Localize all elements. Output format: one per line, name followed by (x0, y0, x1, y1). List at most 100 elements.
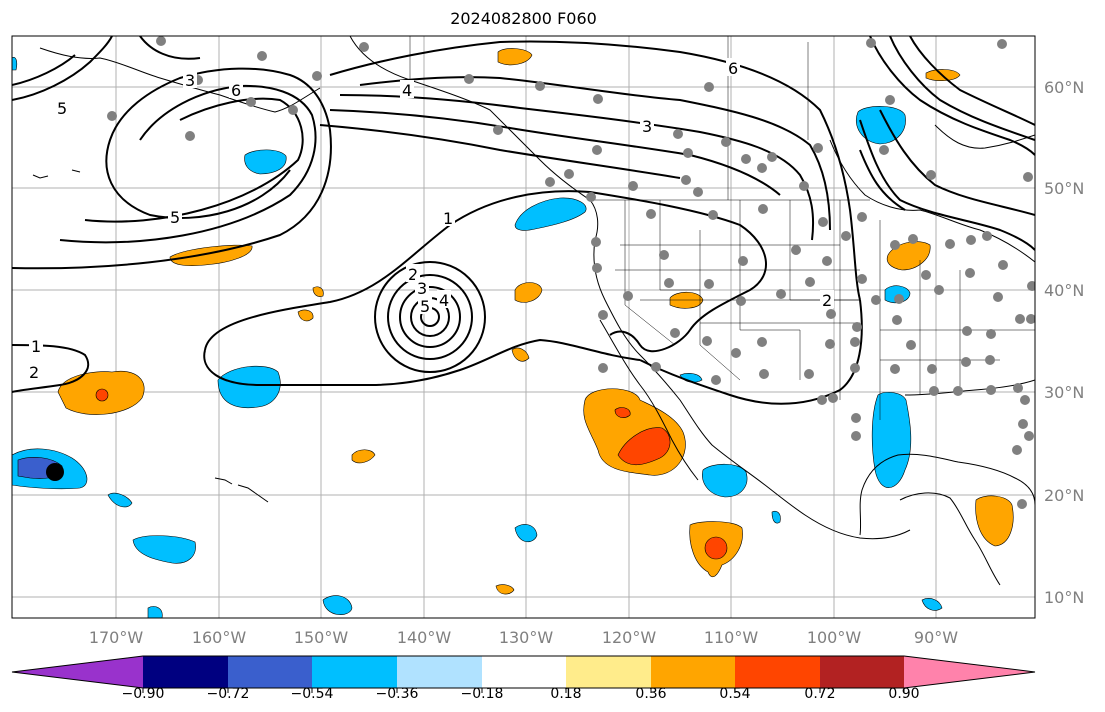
colorbar-tick-label: −0.36 (376, 686, 419, 702)
station-marker (921, 270, 931, 280)
contour-label: 1 (443, 209, 453, 228)
station-marker (998, 260, 1008, 270)
station-marker (804, 369, 814, 379)
station-marker (1027, 281, 1035, 291)
negative-anomaly-region (514, 197, 587, 231)
station-marker (704, 82, 714, 92)
longitude-label: 150°W (294, 628, 349, 647)
colorbar-swatch (228, 656, 312, 688)
station-marker (908, 234, 918, 244)
contour-label: 5 (170, 208, 180, 227)
contour-label: 5 (420, 297, 430, 316)
station-marker (894, 294, 904, 304)
station-marker (852, 322, 862, 332)
latitude-label: 40°N (1044, 281, 1084, 300)
negative-anomaly-region (871, 391, 912, 488)
station-marker (1017, 499, 1027, 509)
station-marker (586, 192, 596, 202)
map-title: 2024082800 F060 (450, 9, 597, 28)
station-marker (1015, 314, 1025, 324)
station-marker (312, 71, 322, 81)
longitude-label: 140°W (397, 628, 452, 647)
colorbar-tick-label: −0.90 (122, 686, 165, 702)
contour-label: 6 (728, 59, 738, 78)
positive-anomaly-region (511, 347, 530, 362)
latitude-label: 50°N (1044, 179, 1084, 198)
station-marker (664, 278, 674, 288)
longitude-label: 110°W (704, 628, 759, 647)
station-marker (892, 315, 902, 325)
station-marker (288, 105, 298, 115)
station-marker (628, 181, 638, 191)
station-marker (545, 177, 555, 187)
station-marker (651, 362, 661, 372)
strong-positive-anomaly-region (614, 407, 631, 419)
contour-label: 6 (231, 81, 241, 100)
station-marker (759, 369, 769, 379)
station-marker (813, 143, 823, 153)
station-marker (791, 245, 801, 255)
colorbar-tick-label: 0.72 (804, 686, 835, 702)
colorbar-swatch (566, 656, 651, 688)
colorbar-tick-label: 0.90 (888, 686, 919, 702)
station-marker (741, 154, 751, 164)
latitude-label: 20°N (1044, 486, 1084, 505)
station-marker (997, 39, 1007, 49)
station-marker (986, 385, 996, 395)
station-marker (885, 95, 895, 105)
colorbar-swatch (143, 656, 228, 688)
station-marker (185, 131, 195, 141)
station-marker (673, 129, 683, 139)
station-marker (926, 170, 936, 180)
latitude-label: 60°N (1044, 78, 1084, 97)
latitude-tick-labels: 60°N 50°N 40°N 30°N 20°N 10°N (1044, 78, 1084, 607)
station-marker (871, 295, 881, 305)
positive-anomaly-region (669, 291, 704, 309)
positive-anomaly-region (514, 282, 543, 303)
station-marker (591, 237, 601, 247)
station-marker (757, 337, 767, 347)
station-marker (851, 413, 861, 423)
contour-label: 5 (57, 99, 67, 118)
station-marker (535, 81, 545, 91)
longitude-label: 160°W (192, 628, 247, 647)
station-marker (841, 231, 851, 241)
station-marker (593, 94, 603, 104)
longitude-label: 130°W (499, 628, 554, 647)
colorbar-swatch (735, 656, 820, 688)
strong-positive-anomaly-region (95, 388, 109, 402)
longitude-label: 170°W (89, 628, 144, 647)
positive-anomaly-region (297, 309, 314, 322)
station-marker (929, 386, 939, 396)
station-marker (828, 393, 838, 403)
colorbar-tick-label: −0.54 (291, 686, 334, 702)
negative-anomaly-region (921, 598, 943, 611)
negative-anomaly-region (514, 524, 538, 542)
longitude-label: 120°W (602, 628, 657, 647)
station-marker (1018, 419, 1028, 429)
negative-anomaly-region (217, 365, 281, 408)
storm-center-marker (46, 463, 64, 481)
positive-anomaly-region (497, 48, 533, 66)
station-markers (107, 36, 1035, 509)
positive-anomaly-region (495, 584, 515, 595)
station-marker (962, 326, 972, 336)
station-marker (961, 357, 971, 367)
contour-label: 3 (417, 279, 427, 298)
station-marker (850, 363, 860, 373)
station-marker (965, 268, 975, 278)
station-marker (890, 364, 900, 374)
station-marker (927, 364, 937, 374)
station-marker (776, 289, 786, 299)
station-marker (805, 277, 815, 287)
positive-anomaly-region (351, 449, 376, 464)
negative-anomaly-region (12, 57, 18, 71)
station-marker (598, 310, 608, 320)
station-marker (767, 152, 777, 162)
station-marker (890, 240, 900, 250)
station-marker (598, 363, 608, 373)
station-marker (704, 279, 714, 289)
negative-anomaly-region (702, 463, 748, 498)
station-marker (850, 337, 860, 347)
